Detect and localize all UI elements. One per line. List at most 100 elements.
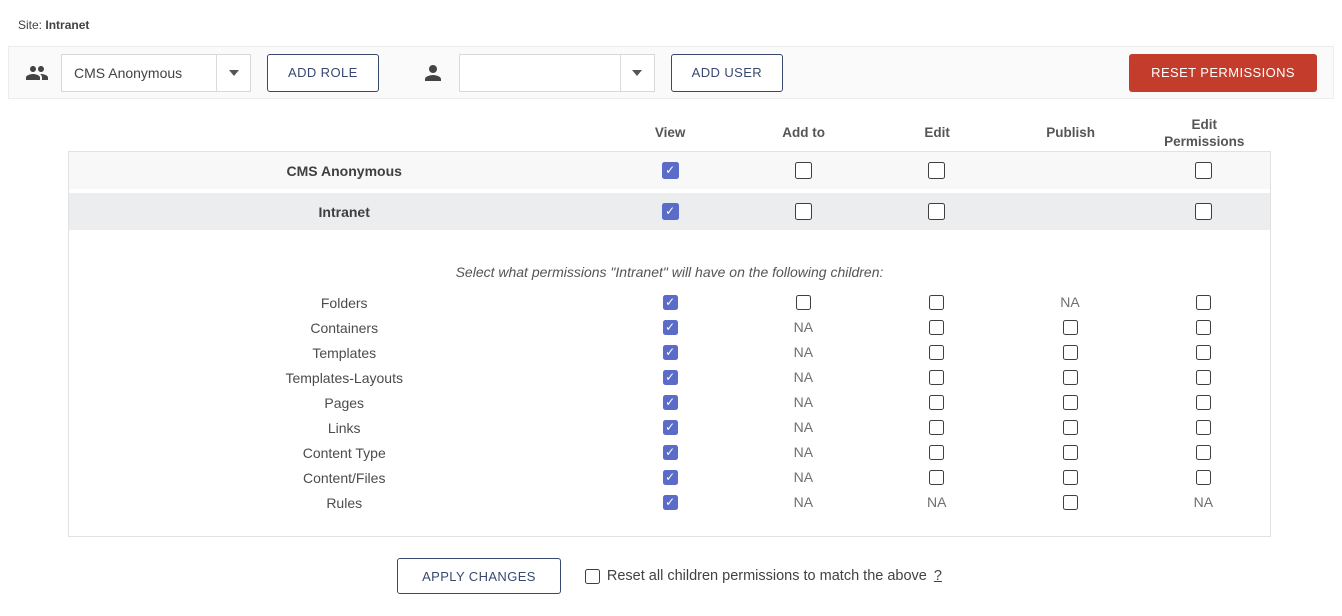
permission-cell — [870, 469, 1003, 487]
na-label: NA — [793, 493, 814, 510]
row-label: Containers — [310, 319, 379, 336]
permission-checkbox[interactable] — [661, 161, 679, 179]
permission-cell: NA — [737, 319, 870, 337]
na-label: NA — [793, 368, 814, 385]
column-header: View — [654, 125, 686, 141]
reset-children-help-link[interactable]: ? — [933, 568, 942, 584]
permission-checkbox[interactable] — [1062, 419, 1078, 435]
permission-checkbox[interactable] — [795, 294, 811, 310]
permission-cell — [603, 494, 736, 512]
permission-checkbox[interactable] — [928, 202, 946, 220]
apply-changes-button[interactable]: APPLY CHANGES — [397, 558, 561, 594]
column-header: Publish — [1046, 125, 1096, 141]
na-label: NA — [793, 393, 814, 410]
row-label: Intranet — [318, 203, 370, 220]
permission-cell — [870, 344, 1003, 362]
row-label: Templates — [312, 344, 377, 361]
permission-checkbox[interactable] — [662, 469, 678, 485]
permission-cell: NA — [737, 494, 870, 512]
permission-cell — [1003, 419, 1136, 437]
permission-checkbox[interactable] — [662, 369, 678, 385]
permission-checkbox[interactable] — [1195, 394, 1211, 410]
permission-cell: NA — [737, 394, 870, 412]
add-user-button[interactable]: ADD USER — [670, 53, 784, 92]
permission-cell — [1137, 444, 1270, 462]
permission-checkbox[interactable] — [1195, 444, 1211, 460]
permission-checkbox[interactable] — [1062, 444, 1078, 460]
reset-permissions-button[interactable]: RESET PERMISSIONS — [1129, 53, 1317, 92]
permission-checkbox[interactable] — [1062, 469, 1078, 485]
group-icon — [26, 65, 48, 80]
person-icon — [424, 64, 441, 81]
permission-checkbox[interactable] — [1195, 469, 1211, 485]
permission-checkbox[interactable] — [929, 294, 945, 310]
chevron-down-icon — [216, 54, 250, 91]
table-row: Folders NA — [69, 290, 1270, 315]
permission-checkbox[interactable] — [1195, 369, 1211, 385]
site-breadcrumb: Site: Intranet — [0, 0, 1342, 32]
permission-checkbox[interactable] — [1195, 319, 1211, 335]
permission-checkbox[interactable] — [794, 161, 812, 179]
permission-checkbox[interactable] — [1195, 294, 1211, 310]
permission-checkbox[interactable] — [928, 161, 946, 179]
na-label: NA — [793, 443, 814, 460]
permission-cell: NA — [737, 419, 870, 437]
permission-checkbox[interactable] — [662, 494, 678, 510]
permission-checkbox[interactable] — [1062, 344, 1078, 360]
permission-checkbox[interactable] — [662, 344, 678, 360]
row-label: Templates-Layouts — [285, 369, 403, 386]
table-header: View Add to Edit Publish Edit Permissions — [68, 117, 1271, 149]
permission-checkbox[interactable] — [1195, 344, 1211, 360]
permission-cell — [870, 369, 1003, 387]
user-select[interactable] — [458, 53, 655, 92]
permission-checkbox[interactable] — [929, 369, 945, 385]
na-label: NA — [793, 418, 814, 435]
permission-cell — [1003, 369, 1136, 387]
permission-checkbox[interactable] — [929, 394, 945, 410]
row-label: Links — [327, 419, 361, 436]
permission-cell — [603, 294, 736, 312]
na-label: NA — [793, 468, 814, 485]
add-role-button[interactable]: ADD ROLE — [267, 53, 379, 92]
children-rows: FoldersNA Containers NA Templates NA Template… — [69, 290, 1270, 515]
permission-checkbox[interactable] — [662, 394, 678, 410]
permission-cell — [1003, 444, 1136, 462]
permission-checkbox[interactable] — [1194, 202, 1212, 220]
table-row: Content/Files NA — [69, 465, 1270, 490]
children-note: Select what permissions "Intranet" will … — [455, 264, 884, 280]
permission-checkbox[interactable] — [929, 469, 945, 485]
permission-checkbox[interactable] — [929, 344, 945, 360]
permission-checkbox[interactable] — [662, 444, 678, 460]
permission-cell: NA — [1137, 494, 1270, 512]
permission-checkbox[interactable] — [1062, 394, 1078, 410]
permission-cell: NA — [737, 444, 870, 462]
role-select[interactable]: CMS Anonymous — [61, 53, 251, 92]
table-row: Links NA — [69, 415, 1270, 440]
footer-actions: APPLY CHANGES Reset all children permiss… — [68, 558, 1271, 594]
table-row: Intranet — [69, 193, 1270, 230]
row-label: Rules — [326, 494, 363, 511]
na-label: NA — [1193, 493, 1214, 510]
permission-cell — [870, 319, 1003, 337]
permission-checkbox[interactable] — [929, 419, 945, 435]
permission-cell — [870, 294, 1003, 312]
na-label: NA — [793, 343, 814, 360]
permission-cell — [870, 202, 1003, 221]
permission-checkbox[interactable] — [1194, 161, 1212, 179]
reset-children-checkbox[interactable] — [584, 568, 600, 584]
permission-checkbox[interactable] — [929, 319, 945, 335]
permission-checkbox[interactable] — [929, 444, 945, 460]
permission-checkbox[interactable] — [662, 419, 678, 435]
permission-checkbox[interactable] — [661, 202, 679, 220]
permission-checkbox[interactable] — [1062, 319, 1078, 335]
permission-checkbox[interactable] — [1062, 494, 1078, 510]
permission-checkbox[interactable] — [794, 202, 812, 220]
permission-checkbox[interactable] — [1195, 419, 1211, 435]
permission-checkbox[interactable] — [1062, 369, 1078, 385]
chevron-down-icon — [619, 54, 654, 91]
row-label: Content Type — [302, 444, 386, 461]
na-label: NA — [926, 493, 947, 510]
permission-checkbox[interactable] — [662, 319, 678, 335]
permission-checkbox[interactable] — [662, 294, 678, 310]
permission-cell — [1003, 469, 1136, 487]
